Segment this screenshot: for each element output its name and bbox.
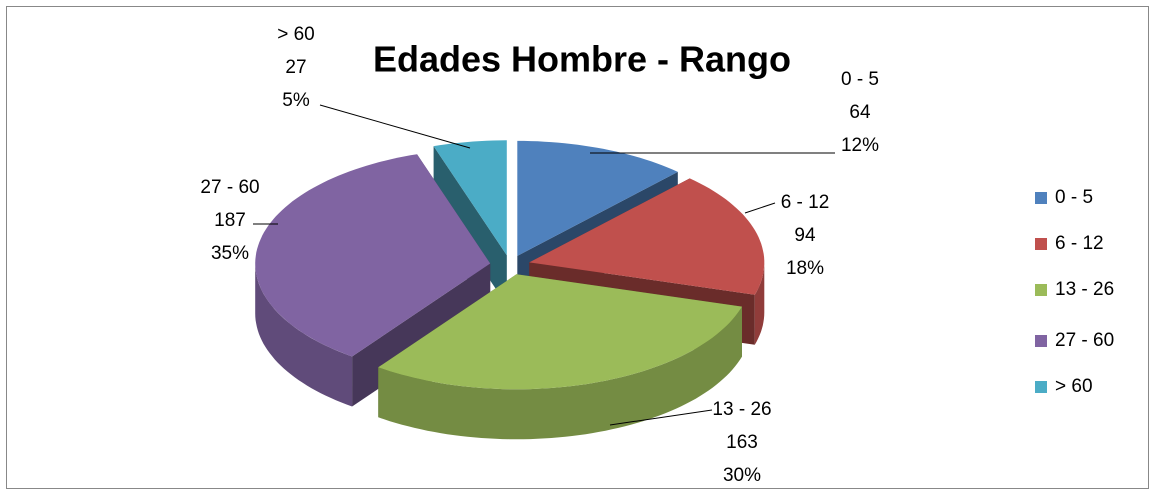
- data-label-value: 163: [726, 432, 758, 453]
- data-label-category: 0 - 5: [841, 69, 879, 90]
- legend-label: 27 - 60: [1055, 330, 1114, 351]
- data-label-value: 64: [849, 102, 871, 123]
- data-label-percent: 35%: [211, 243, 249, 264]
- data-label-category: > 60: [277, 24, 315, 45]
- data-label-value: 187: [214, 210, 246, 231]
- data-label-category: 27 - 60: [200, 177, 259, 198]
- data-label-percent: 5%: [282, 90, 310, 111]
- data-label-value: 27: [285, 57, 306, 78]
- data-label-percent: 12%: [841, 135, 879, 156]
- slice-side: [255, 263, 353, 407]
- slice-side: [378, 306, 742, 440]
- legend-swatch: [1035, 238, 1047, 250]
- slice-side: [754, 262, 765, 345]
- data-label-percent: 30%: [723, 465, 761, 486]
- slice: [517, 140, 678, 256]
- legend-label: 6 - 12: [1055, 233, 1104, 254]
- leader-line: [609, 409, 713, 426]
- slice: [255, 154, 491, 357]
- legend-label: 0 - 5: [1055, 187, 1093, 208]
- chart-title: Edades Hombre - Rango: [373, 39, 791, 80]
- legend-swatch: [1035, 381, 1047, 393]
- leader-line: [744, 202, 776, 214]
- slice: [433, 140, 507, 256]
- legend-swatch: [1035, 192, 1047, 204]
- data-label-percent: 18%: [786, 258, 824, 279]
- data-label-category: 6 - 12: [781, 192, 830, 213]
- data-label-value: 94: [794, 225, 816, 246]
- data-label-category: 13 - 26: [712, 399, 771, 420]
- legend-label: 13 - 26: [1055, 279, 1114, 300]
- slice: [378, 274, 742, 390]
- legend-label: > 60: [1055, 376, 1093, 397]
- slice: [529, 178, 765, 295]
- legend-swatch: [1035, 284, 1047, 296]
- leader-line: [319, 104, 471, 149]
- legend-swatch: [1035, 335, 1047, 347]
